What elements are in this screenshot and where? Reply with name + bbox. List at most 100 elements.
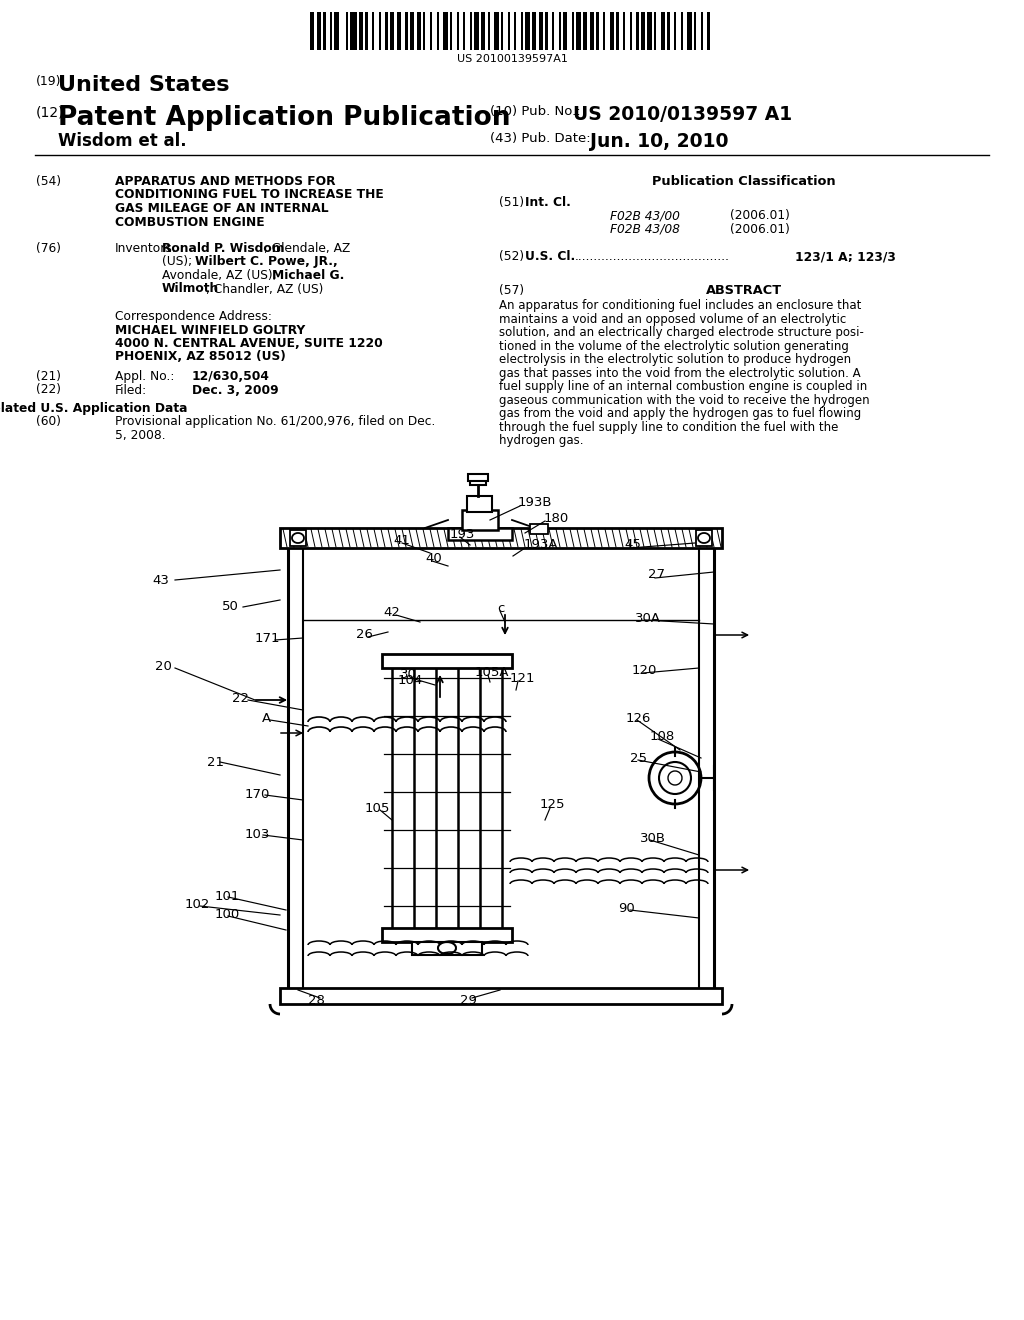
Text: 30B: 30B [640,832,666,845]
Bar [382,653,512,668]
Bar [290,531,306,546]
Bar [708,12,710,50]
Text: ABSTRACT: ABSTRACT [706,284,782,297]
Text: (54): (54) [36,176,61,187]
Bar [423,12,425,50]
Text: Michael G.: Michael G. [272,269,344,282]
Text: CONDITIONING FUEL TO INCREASE THE: CONDITIONING FUEL TO INCREASE THE [115,189,384,202]
Bar [596,12,599,50]
Bar [636,12,639,50]
Bar [546,12,548,50]
Text: 123/1 A; 123/3: 123/1 A; 123/3 [795,249,896,263]
Text: (10) Pub. No.:: (10) Pub. No.: [490,106,581,117]
Bar [539,12,543,50]
Bar [525,12,529,50]
Bar [310,12,314,50]
Text: 193A: 193A [524,539,558,552]
Text: 43: 43 [152,573,169,586]
Bar [372,12,375,50]
Text: Wilbert C. Powe, JR.,: Wilbert C. Powe, JR., [195,256,338,268]
Text: 170: 170 [245,788,270,801]
Text: 105: 105 [365,801,390,814]
Bar [324,12,326,50]
Bar [623,12,626,50]
Bar [330,12,332,50]
Text: (43) Pub. Date:: (43) Pub. Date: [490,132,591,145]
Bar [681,12,683,50]
Bar [468,474,488,480]
Text: 5, 2008.: 5, 2008. [115,429,166,442]
Text: Avondale, AZ (US);: Avondale, AZ (US); [162,269,281,282]
Bar [366,12,368,50]
Bar [609,12,614,50]
Text: fuel supply line of an internal combustion engine is coupled in: fuel supply line of an internal combusti… [499,380,867,393]
Text: 42: 42 [383,606,400,619]
Bar [641,12,645,50]
Bar [316,12,322,50]
Text: 104: 104 [398,673,423,686]
Bar [385,12,388,50]
Text: GAS MILEAGE OF AN INTERNAL: GAS MILEAGE OF AN INTERNAL [115,202,329,215]
Text: 105A: 105A [475,665,510,678]
Text: , Chandler, AZ (US): , Chandler, AZ (US) [206,282,324,296]
Bar [700,12,702,50]
Bar [603,12,605,50]
Bar [443,12,447,50]
Text: 40: 40 [425,552,441,565]
Text: 50: 50 [222,601,239,614]
Text: 120: 120 [632,664,657,676]
Text: F02B 43/08: F02B 43/08 [610,223,680,236]
Bar [470,480,486,484]
Text: Ronald P. Wisdom: Ronald P. Wisdom [162,242,285,255]
Text: (US);: (US); [162,256,196,268]
Text: 41: 41 [393,533,410,546]
Text: electrolysis in the electrolytic solution to produce hydrogen: electrolysis in the electrolytic solutio… [499,354,851,366]
Text: 108: 108 [650,730,675,742]
Bar [495,12,499,50]
Bar [694,12,696,50]
Text: tioned in the volume of the electrolytic solution generating: tioned in the volume of the electrolytic… [499,339,849,352]
Bar [345,12,348,50]
Bar [463,12,465,50]
Text: 25: 25 [630,751,647,764]
Bar [335,12,339,50]
Bar [530,524,548,535]
Text: 125: 125 [540,799,565,812]
Text: gaseous communication with the void to receive the hydrogen: gaseous communication with the void to r… [499,393,869,407]
Text: Related U.S. Application Data: Related U.S. Application Data [0,403,187,414]
Bar [457,12,459,50]
Bar [508,12,510,50]
Bar [654,12,656,50]
Text: 21: 21 [207,755,224,768]
Text: Inventors:: Inventors: [115,242,177,255]
Text: 30: 30 [400,668,417,681]
Text: 180: 180 [544,511,569,524]
Bar [583,12,588,50]
Text: (57): (57) [499,284,524,297]
Text: 101: 101 [215,890,241,903]
Bar [410,12,415,50]
Text: Jun. 10, 2010: Jun. 10, 2010 [590,132,728,150]
Bar [450,12,452,50]
Bar [390,12,394,50]
Text: (2006.01): (2006.01) [730,210,790,223]
Bar [487,12,489,50]
Bar [379,12,381,50]
Text: (60): (60) [36,416,61,429]
Text: 102: 102 [185,899,210,912]
Text: 171: 171 [255,631,281,644]
Text: PHOENIX, AZ 85012 (US): PHOENIX, AZ 85012 (US) [115,351,286,363]
Text: 4000 N. CENTRAL AVENUE, SUITE 1220: 4000 N. CENTRAL AVENUE, SUITE 1220 [115,337,383,350]
Bar [358,12,364,50]
Bar [436,12,438,50]
Text: (52): (52) [499,249,524,263]
Bar [572,12,574,50]
Bar [563,12,567,50]
Bar [280,528,722,548]
Text: An apparatus for conditioning fuel includes an enclosure that: An apparatus for conditioning fuel inclu… [499,300,861,313]
Text: c: c [497,602,505,615]
Text: 30A: 30A [635,611,662,624]
Bar [687,12,692,50]
Text: (2006.01): (2006.01) [730,223,790,236]
Text: Dec. 3, 2009: Dec. 3, 2009 [193,384,279,396]
